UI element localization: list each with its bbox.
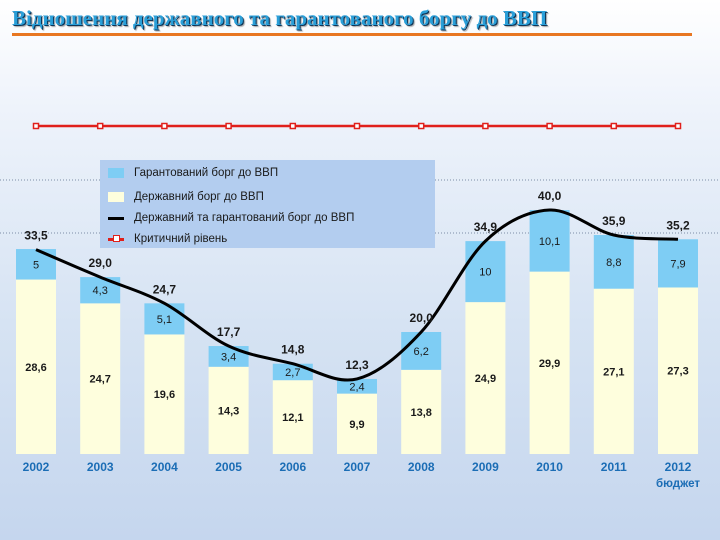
bar-guaranteed-2009 bbox=[465, 241, 506, 303]
year-label-2002: 2002 bbox=[23, 460, 50, 474]
year-label-2010: 2010 bbox=[536, 460, 563, 474]
label-guaranteed-2006: 2,7 bbox=[285, 367, 300, 379]
bar-state-2005 bbox=[208, 366, 249, 454]
label-total-2002: 33,5 bbox=[24, 229, 48, 243]
label-total-2008: 20,0 bbox=[410, 311, 434, 325]
critical-marker-2010 bbox=[546, 122, 553, 130]
x-axis: 2002 2003 2004 2005 2006 2007 2008 2009 2010 2011… bbox=[23, 460, 692, 474]
year-label-2012: 2012 bbox=[665, 460, 692, 474]
year-label-2006: 2006 bbox=[279, 460, 306, 474]
critical-marker-2007 bbox=[353, 122, 361, 130]
label-state-2002: 28,6 bbox=[25, 362, 46, 374]
budget-note: бюджет bbox=[656, 478, 700, 490]
label-state-2006: 12,1 bbox=[282, 412, 303, 424]
label-total-2005: 17,7 bbox=[217, 325, 241, 339]
legend-swatch-critical bbox=[108, 234, 124, 242]
label-total-2010: 40,0 bbox=[538, 189, 562, 203]
legend-label-guaranteed: Гарантований борг до ВВП bbox=[134, 167, 279, 179]
data-labels: 28,6 5 33,5 24,7 4,3 29,0 19,6 5,1 24,7 14,3 3,4 17… bbox=[24, 189, 690, 431]
year-label-2009: 2009 bbox=[472, 460, 499, 474]
label-state-2011: 27,1 bbox=[603, 366, 624, 378]
label-state-2012: 27,3 bbox=[667, 366, 688, 378]
chart-legend: Гарантований борг до ВВП Державний борг … bbox=[100, 160, 435, 248]
bar-state-2006 bbox=[272, 380, 313, 454]
label-state-2005: 14,3 bbox=[218, 405, 239, 417]
title-underline bbox=[12, 33, 692, 36]
label-guaranteed-2002: 5 bbox=[33, 259, 39, 271]
label-total-2011: 35,9 bbox=[602, 214, 626, 228]
label-guaranteed-2010: 10,1 bbox=[539, 236, 560, 248]
bar-state-2002 bbox=[16, 279, 56, 454]
legend-item-guaranteed: Гарантований борг до ВВП bbox=[108, 164, 278, 182]
legend-item-critical: Критичний рівень bbox=[108, 230, 227, 248]
bar-guaranteed-2004 bbox=[144, 303, 185, 335]
bar-state-2007 bbox=[337, 393, 377, 454]
bar-state-2011 bbox=[593, 288, 634, 454]
year-label-2007: 2007 bbox=[344, 460, 371, 474]
legend-swatch-total bbox=[108, 216, 124, 220]
page-title: Відношення державного та гарантованого б… bbox=[12, 6, 548, 30]
legend-item-state: Державний борг до ВВП bbox=[108, 188, 264, 206]
lines bbox=[32, 122, 682, 382]
critical-marker-2012 bbox=[674, 122, 682, 130]
critical-marker-2008 bbox=[417, 122, 425, 130]
legend-swatch-guaranteed bbox=[108, 168, 124, 178]
label-guaranteed-2011: 8,8 bbox=[606, 257, 621, 269]
label-guaranteed-2003: 4,3 bbox=[93, 285, 108, 297]
bar-guaranteed-2008 bbox=[401, 332, 442, 370]
critical-marker-2003 bbox=[96, 122, 104, 130]
label-guaranteed-2008: 6,2 bbox=[414, 346, 429, 358]
legend-label-state: Державний борг до ВВП bbox=[134, 191, 264, 203]
year-label-2008: 2008 bbox=[408, 460, 435, 474]
critical-marker-2009 bbox=[482, 122, 489, 130]
bar-guaranteed-2012 bbox=[658, 239, 698, 288]
label-total-2004: 24,7 bbox=[153, 282, 177, 296]
year-label-2011: 2011 bbox=[601, 460, 627, 474]
label-total-2003: 29,0 bbox=[89, 256, 113, 270]
label-guaranteed-2007: 2,4 bbox=[349, 381, 364, 393]
bar-state-2004 bbox=[144, 334, 185, 454]
year-label-2003: 2003 bbox=[87, 460, 114, 474]
label-guaranteed-2012: 7,9 bbox=[670, 258, 685, 270]
label-state-2010: 29,9 bbox=[539, 358, 560, 370]
legend-item-total: Державний та гарантований борг до ВВП bbox=[108, 209, 354, 227]
year-label-2004: 2004 bbox=[151, 460, 178, 474]
bars bbox=[16, 210, 698, 454]
year-label-2005: 2005 bbox=[215, 460, 242, 474]
label-state-2008: 13,8 bbox=[410, 407, 431, 419]
label-state-2007: 9,9 bbox=[349, 419, 364, 431]
critical-marker-2004 bbox=[161, 122, 168, 130]
legend-label-total: Державний та гарантований борг до ВВП bbox=[134, 212, 355, 224]
label-total-2012: 35,2 bbox=[666, 218, 690, 232]
label-total-2009: 34,9 bbox=[474, 220, 498, 234]
critical-marker-2002 bbox=[32, 122, 40, 130]
label-guaranteed-2009: 10 bbox=[479, 267, 491, 279]
bar-state-2009 bbox=[465, 302, 506, 454]
bar-guaranteed-2011 bbox=[593, 235, 634, 289]
bar-state-2012 bbox=[658, 287, 698, 454]
bar-state-2003 bbox=[80, 303, 121, 454]
critical-marker-2006 bbox=[289, 122, 297, 130]
label-guaranteed-2004: 5,1 bbox=[157, 314, 172, 326]
bar-state-2010 bbox=[529, 271, 570, 454]
label-state-2004: 19,6 bbox=[154, 389, 175, 401]
critical-marker-2011 bbox=[610, 122, 618, 130]
bar-guaranteed-2007 bbox=[337, 378, 377, 394]
critical-marker-2005 bbox=[225, 122, 232, 130]
legend-label-critical: Критичний рівень bbox=[134, 233, 228, 245]
bar-guaranteed-2010 bbox=[529, 210, 570, 272]
label-state-2009: 24,9 bbox=[475, 373, 496, 385]
total-debt-line bbox=[35, 208, 679, 382]
legend-swatch-state bbox=[108, 192, 124, 202]
bar-state-2008 bbox=[401, 369, 442, 454]
label-total-2006: 14,8 bbox=[281, 343, 305, 357]
label-state-2003: 24,7 bbox=[89, 374, 110, 386]
label-total-2007: 12,3 bbox=[345, 358, 369, 372]
label-guaranteed-2005: 3,4 bbox=[221, 351, 236, 363]
